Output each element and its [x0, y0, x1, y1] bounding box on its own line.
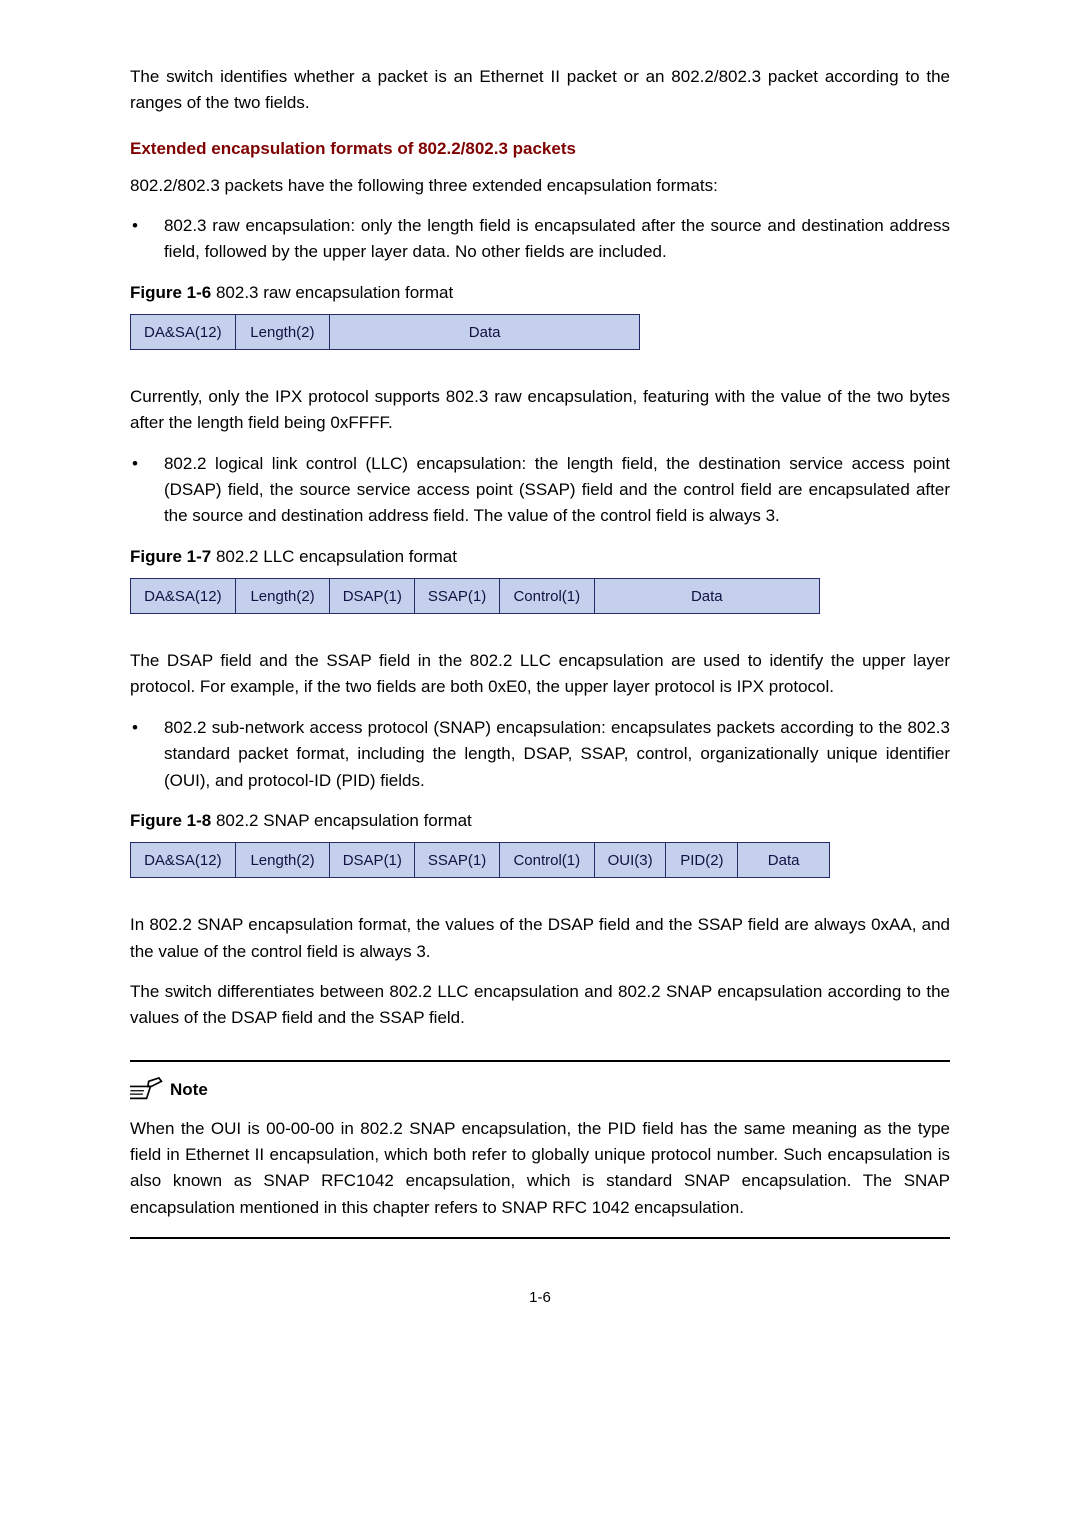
bullet-item-snap: 802.2 sub-network access protocol (SNAP)…	[130, 715, 950, 794]
paragraph-raw-ipx: Currently, only the IPX protocol support…	[130, 384, 950, 437]
bullet-list: 802.2 logical link control (LLC) encapsu…	[130, 451, 950, 530]
packet-cell: SSAP(1)	[415, 843, 500, 877]
figure-6: DA&SA(12)Length(2)Data	[130, 314, 950, 350]
note-label: Note	[170, 1080, 208, 1102]
document-page: The switch identifies whether a packet i…	[0, 0, 1080, 1346]
packet-cell: Length(2)	[236, 579, 331, 613]
note-icon	[130, 1076, 164, 1102]
packet-cell: Length(2)	[236, 843, 331, 877]
figure-label: Figure 1-7	[130, 547, 211, 566]
packet-cell: OUI(3)	[595, 843, 667, 877]
packet-cell: Data	[330, 315, 639, 349]
bullet-text: 802.2 sub-network access protocol (SNAP)…	[152, 715, 950, 794]
paragraph-intro: The switch identifies whether a packet i…	[130, 64, 950, 117]
packet-cell: Control(1)	[500, 579, 595, 613]
figure-caption-6: Figure 1-6 802.3 raw encapsulation forma…	[130, 280, 950, 306]
note-heading: Note	[130, 1076, 950, 1102]
packet-cell: PID(2)	[666, 843, 738, 877]
bullet-text: 802.2 logical link control (LLC) encapsu…	[152, 451, 950, 530]
page-number: 1-6	[130, 1289, 950, 1306]
figure-caption-text: 802.3 raw encapsulation format	[211, 283, 453, 302]
bullet-list: 802.3 raw encapsulation: only the length…	[130, 213, 950, 266]
packet-cell: DA&SA(12)	[131, 579, 236, 613]
packet-cell: Data	[595, 579, 819, 613]
packet-cell: Length(2)	[236, 315, 331, 349]
bullet-list: 802.2 sub-network access protocol (SNAP)…	[130, 715, 950, 794]
figure-7: DA&SA(12)Length(2)DSAP(1)SSAP(1)Control(…	[130, 578, 950, 614]
figure-label: Figure 1-6	[130, 283, 211, 302]
paragraph-formats-intro: 802.2/802.3 packets have the following t…	[130, 173, 950, 199]
packet-cell: Data	[738, 843, 829, 877]
bullet-item-raw: 802.3 raw encapsulation: only the length…	[130, 213, 950, 266]
note-separator-top	[130, 1060, 950, 1062]
packet-diagram-7: DA&SA(12)Length(2)DSAP(1)SSAP(1)Control(…	[130, 578, 820, 614]
figure-label: Figure 1-8	[130, 811, 211, 830]
section-heading: Extended encapsulation formats of 802.2/…	[130, 139, 950, 159]
packet-cell: DA&SA(12)	[131, 315, 236, 349]
figure-caption-7: Figure 1-7 802.2 LLC encapsulation forma…	[130, 544, 950, 570]
figure-caption-text: 802.2 SNAP encapsulation format	[211, 811, 472, 830]
packet-diagram-8: DA&SA(12)Length(2)DSAP(1)SSAP(1)Control(…	[130, 842, 830, 878]
figure-8: DA&SA(12)Length(2)DSAP(1)SSAP(1)Control(…	[130, 842, 950, 878]
packet-cell: DSAP(1)	[330, 843, 415, 877]
paragraph-snap-after-2: The switch differentiates between 802.2 …	[130, 979, 950, 1032]
packet-cell: SSAP(1)	[415, 579, 500, 613]
bullet-item-llc: 802.2 logical link control (LLC) encapsu…	[130, 451, 950, 530]
note-separator-bottom	[130, 1237, 950, 1239]
figure-caption-8: Figure 1-8 802.2 SNAP encapsulation form…	[130, 808, 950, 834]
packet-cell: DSAP(1)	[330, 579, 415, 613]
figure-caption-text: 802.2 LLC encapsulation format	[211, 547, 457, 566]
packet-diagram-6: DA&SA(12)Length(2)Data	[130, 314, 640, 350]
packet-cell: DA&SA(12)	[131, 843, 236, 877]
note-body: When the OUI is 00-00-00 in 802.2 SNAP e…	[130, 1116, 950, 1221]
bullet-text: 802.3 raw encapsulation: only the length…	[152, 213, 950, 266]
paragraph-snap-after-1: In 802.2 SNAP encapsulation format, the …	[130, 912, 950, 965]
packet-cell: Control(1)	[500, 843, 595, 877]
paragraph-llc-after: The DSAP field and the SSAP field in the…	[130, 648, 950, 701]
